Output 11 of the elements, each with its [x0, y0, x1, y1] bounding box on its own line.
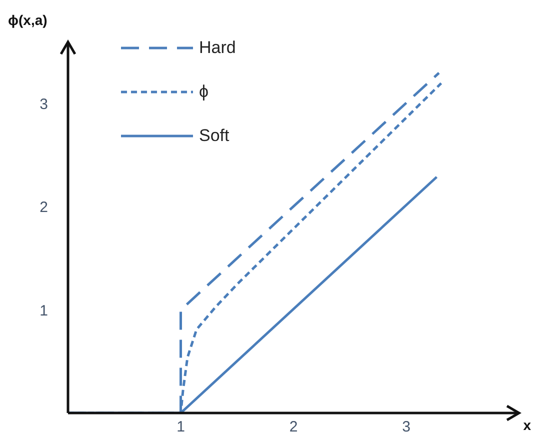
x-tick-label: 2 — [289, 418, 298, 436]
legend-label: ϕ — [199, 82, 209, 102]
x-tick-label: 1 — [176, 418, 185, 436]
legend-label: Soft — [199, 126, 230, 146]
y-tick-label: 3 — [40, 96, 48, 114]
x-tick-label: 3 — [402, 418, 410, 436]
y-tick-label: 1 — [40, 302, 48, 320]
legend-label: Hard — [199, 38, 236, 58]
y-tick-label: 2 — [40, 199, 48, 216]
y-axis-title: ϕ(x,a) — [8, 12, 48, 28]
x-axis-title: x — [523, 417, 531, 433]
